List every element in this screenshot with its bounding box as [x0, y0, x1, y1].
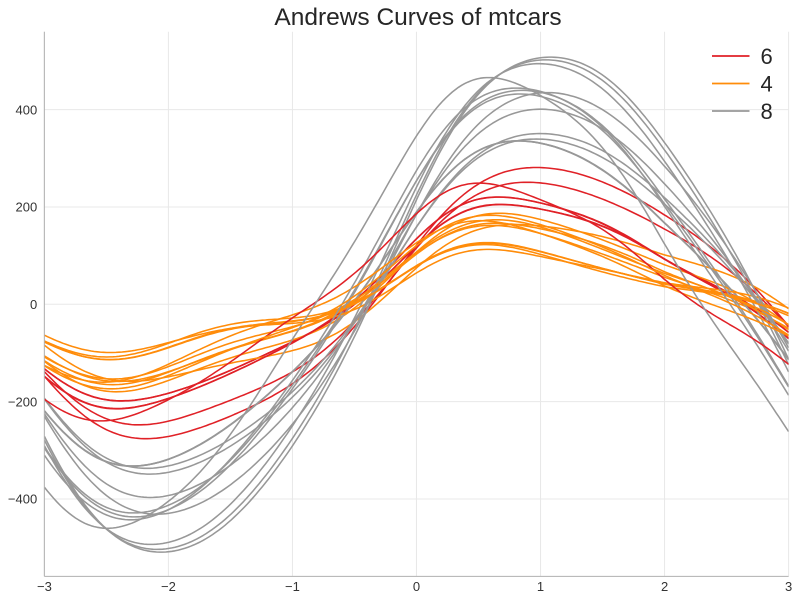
svg-text:400: 400 — [15, 102, 37, 117]
svg-text:−200: −200 — [8, 394, 37, 409]
svg-text:−1: −1 — [285, 579, 300, 594]
svg-text:0: 0 — [30, 297, 37, 312]
svg-text:4: 4 — [761, 71, 773, 96]
svg-text:6: 6 — [761, 44, 773, 69]
svg-text:Andrews Curves of mtcars: Andrews Curves of mtcars — [274, 4, 561, 31]
svg-text:200: 200 — [15, 200, 37, 215]
svg-text:8: 8 — [761, 99, 773, 124]
svg-text:1: 1 — [537, 579, 544, 594]
svg-text:−3: −3 — [37, 579, 52, 594]
svg-text:−400: −400 — [8, 492, 37, 507]
svg-text:2: 2 — [661, 579, 668, 594]
svg-text:0: 0 — [413, 579, 420, 594]
svg-text:−2: −2 — [161, 579, 176, 594]
svg-text:3: 3 — [785, 579, 792, 594]
